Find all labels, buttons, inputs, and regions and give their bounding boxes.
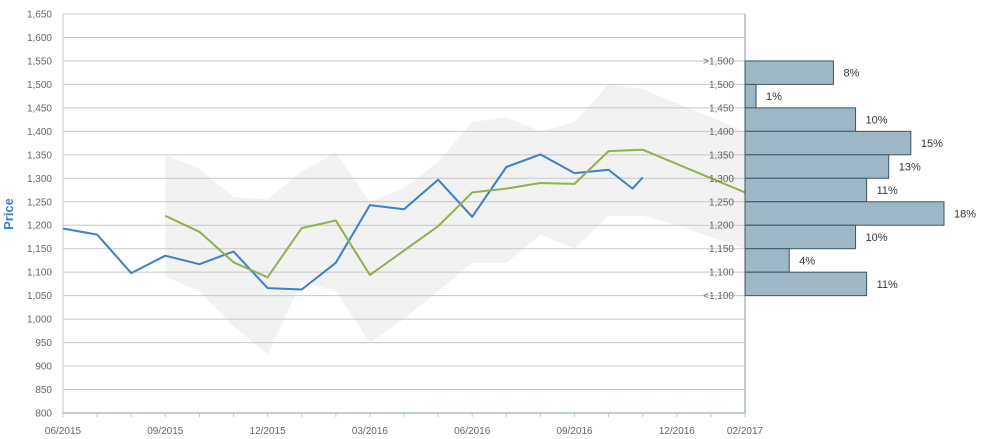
y-tick-label: 1,150 [27, 244, 52, 255]
distribution-value-label: 15% [921, 138, 943, 150]
distribution-bar [744, 130, 912, 156]
x-tick-label: 02/2017 [727, 426, 764, 437]
distribution-bar [744, 177, 868, 203]
distribution-value-label: 8% [843, 68, 859, 80]
distribution-category-label: >1,500 [703, 56, 734, 67]
distribution-bar [744, 107, 857, 132]
series-line-1 [62, 153, 644, 291]
x-tick-label: 09/2016 [556, 426, 593, 437]
y-axis-label: Price [1, 198, 16, 230]
x-tick-label: 06/2016 [454, 426, 491, 437]
distribution-value-label: 11% [877, 185, 898, 197]
distribution-category-label: 1,350 [709, 150, 734, 161]
distribution-value-label: 10% [866, 115, 888, 127]
x-tick-label: 03/2016 [352, 426, 389, 437]
distribution-category-label: <1,100 [703, 291, 734, 302]
distribution-category-label: 1,200 [709, 221, 734, 232]
y-tick-label: 1,500 [27, 80, 52, 91]
y-tick-label: 1,000 [27, 315, 52, 326]
y-tick-label: 1,600 [27, 33, 52, 44]
distribution-category-label: 1,400 [709, 127, 734, 138]
distribution-value-label: 4% [799, 255, 815, 267]
y-tick-label: 1,400 [27, 127, 52, 138]
grid-layer [62, 13, 746, 417]
y-tick-label: 1,050 [27, 291, 52, 302]
distribution-value-label: 11% [877, 279, 898, 291]
y-tick-label: 900 [35, 362, 52, 373]
series-layer [62, 148, 754, 291]
x-tick-label: 12/2016 [659, 426, 696, 437]
distribution-bar [744, 201, 945, 226]
y-tick-label: 850 [35, 385, 52, 396]
distribution-bar [744, 83, 757, 109]
distribution-category-label: 1,150 [709, 244, 734, 255]
x-tick-label: 06/2015 [45, 426, 82, 437]
distribution-bar [744, 154, 890, 179]
distribution-category-label: 1,250 [709, 197, 734, 208]
distribution-bar [744, 60, 834, 85]
distribution-layer: 8%1%10%15%13%11%18%10%4%11%>1,5001,5001,… [703, 56, 976, 302]
y-tick-label: 1,100 [27, 268, 52, 279]
y-tick-label: 800 [35, 409, 52, 420]
distribution-value-label: 13% [899, 162, 921, 174]
distribution-bar [744, 271, 868, 297]
distribution-category-label: 1,100 [709, 268, 734, 279]
distribution-category-label: 1,450 [709, 103, 734, 114]
distribution-category-label: 1,500 [709, 80, 734, 91]
distribution-value-label: 10% [866, 232, 888, 244]
distribution-value-label: 1% [766, 91, 782, 103]
y-tick-label: 950 [35, 338, 52, 349]
y-tick-label: 1,450 [27, 103, 52, 114]
y-tick-label: 1,250 [27, 197, 52, 208]
y-tick-label: 1,300 [27, 174, 52, 185]
x-tick-label: 12/2015 [250, 426, 287, 437]
y-tick-label: 1,550 [27, 56, 52, 67]
y-tick-label: 1,650 [27, 10, 52, 21]
x-tick-label: 09/2015 [147, 426, 184, 437]
series-line-2 [164, 148, 754, 279]
y-tick-label: 1,350 [27, 150, 52, 161]
range-band-layer [165, 84, 746, 355]
y-tick-layer: 800 850 900 950 1,000 1,050 1,100 1,150 1,200 1,2… [27, 10, 52, 420]
distribution-category-label: 1,300 [709, 174, 734, 185]
range-band [165, 84, 746, 355]
y-tick-label: 1,200 [27, 221, 52, 232]
distribution-bar [744, 224, 857, 250]
distribution-value-label: 18% [954, 209, 976, 221]
distribution-bar [744, 248, 790, 273]
x-tick-layer: 06/2015 09/2015 12/2015 03/2016 06/2016 09/20… [45, 426, 764, 437]
